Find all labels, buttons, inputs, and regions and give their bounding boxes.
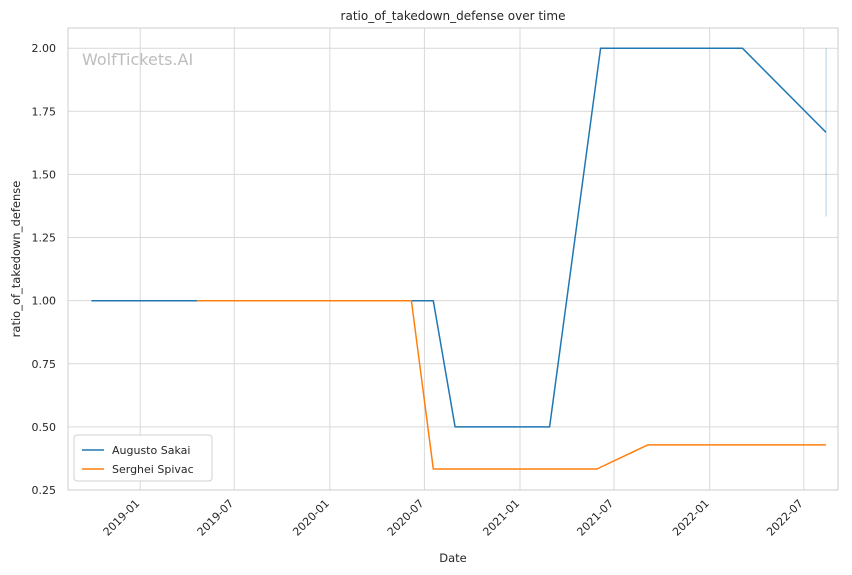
legend-label: Serghei Spivac — [112, 463, 194, 476]
chart-title: ratio_of_takedown_defense over time — [341, 9, 566, 23]
series-layer — [91, 47, 827, 470]
y-tick-label: 0.75 — [32, 358, 57, 371]
grid-lines — [68, 28, 838, 491]
x-tick-label: 2021-07 — [574, 497, 616, 539]
y-axis-label: ratio_of_takedown_defense — [9, 181, 23, 338]
plot-frame — [67, 27, 839, 491]
y-tick-label: 1.25 — [32, 232, 57, 245]
y-tick-label: 1.00 — [32, 295, 57, 308]
legend-label: Augusto Sakai — [112, 444, 190, 457]
y-tick-label: 0.50 — [32, 421, 57, 434]
x-tick-label: 2022-01 — [670, 497, 712, 539]
legend: Augusto Sakai Serghei Spivac — [73, 434, 213, 482]
x-axis-ticks: 2019-01 2019-07 2020-01 2020-07 2021-01 2021-… — [101, 497, 806, 539]
y-tick-label: 0.25 — [32, 484, 57, 497]
x-tick-label: 2019-01 — [101, 497, 143, 539]
x-axis-label: Date — [439, 551, 467, 565]
x-tick-label: 2020-01 — [290, 497, 332, 539]
x-tick-label: 2022-07 — [764, 497, 806, 539]
series-line — [91, 47, 827, 428]
x-tick-label: 2019-07 — [195, 497, 237, 539]
series-line — [196, 299, 826, 470]
y-tick-label: 1.50 — [32, 168, 57, 181]
x-tick-label: 2021-01 — [480, 497, 522, 539]
y-axis-ticks: 0.25 0.50 0.75 1.00 1.25 1.50 1.75 2.00 — [32, 42, 57, 497]
watermark: WolfTickets.AI — [82, 50, 193, 69]
y-tick-label: 1.75 — [32, 105, 57, 118]
legend-box — [73, 434, 213, 482]
x-tick-label: 2020-07 — [385, 497, 427, 539]
y-tick-label: 2.00 — [32, 42, 57, 55]
